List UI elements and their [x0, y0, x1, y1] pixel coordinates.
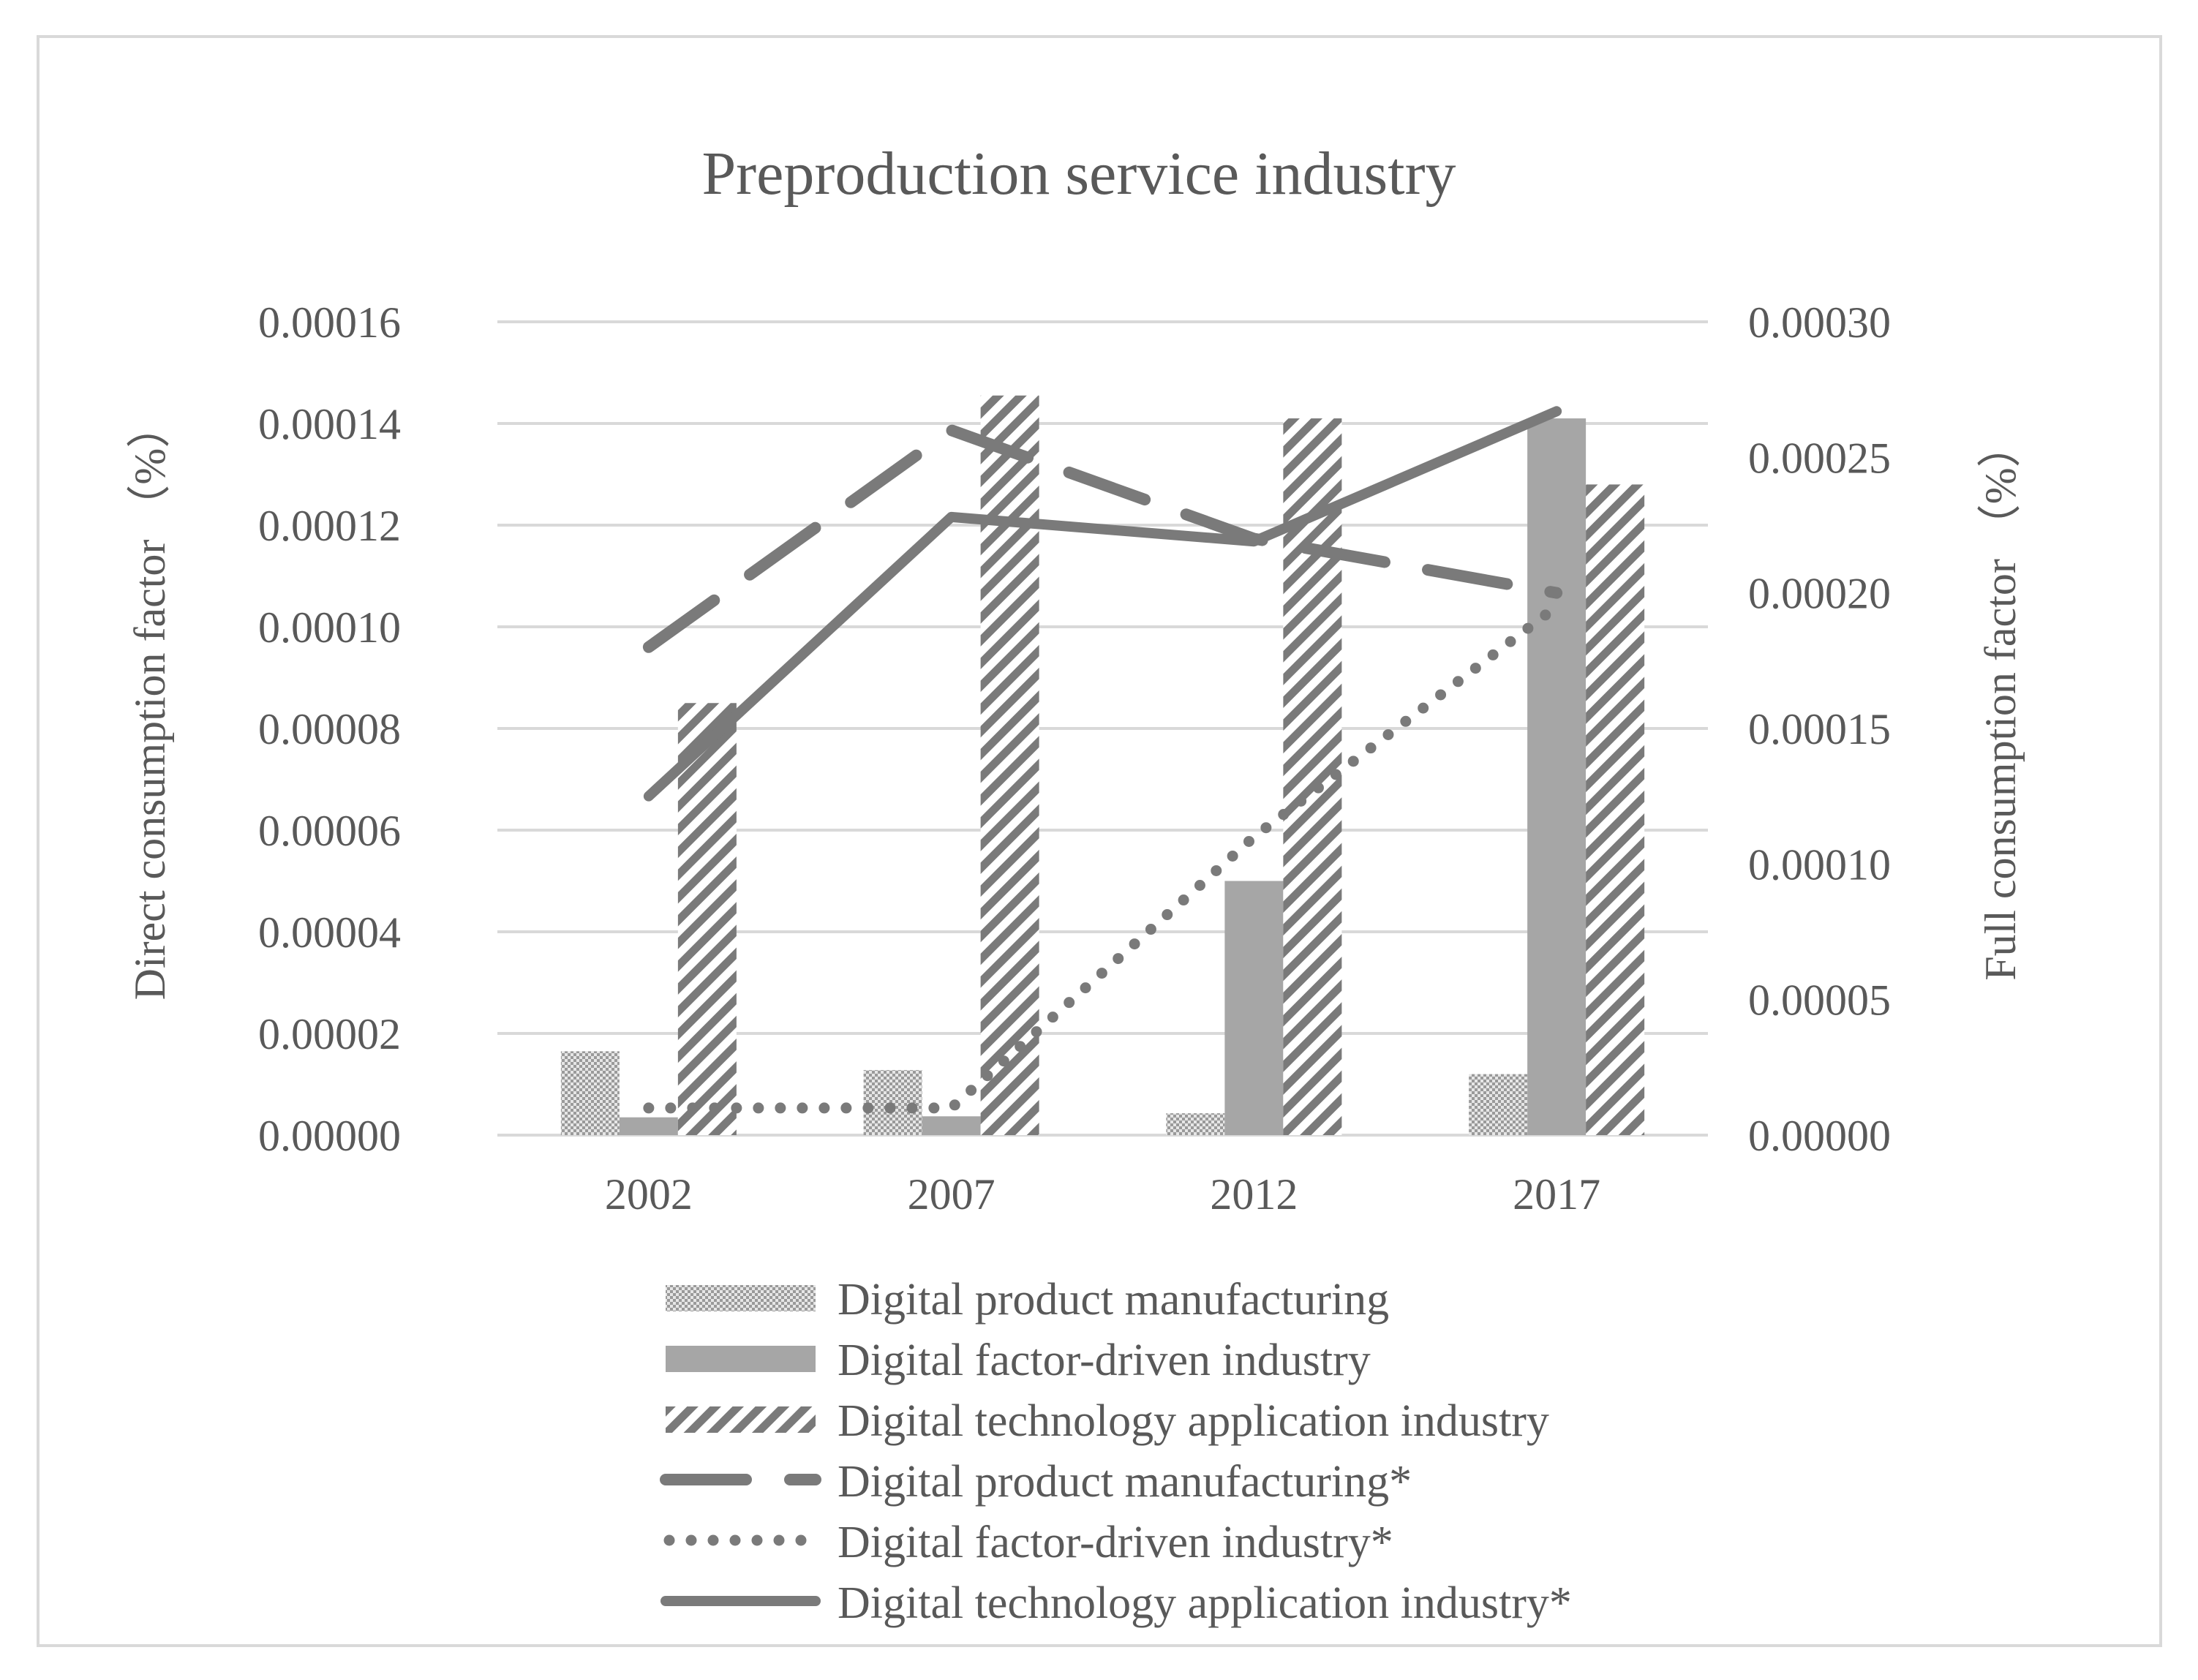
- x-axis-ticks: 2002 2007 2012 2017: [605, 1170, 1600, 1218]
- legend-label: Digital technology application industry: [838, 1396, 1549, 1446]
- legend-swatch-bar-1: [666, 1346, 816, 1372]
- legend-label: Digital product manufacturing: [838, 1275, 1389, 1325]
- right-tick-label: 0.00010: [1748, 840, 1891, 889]
- x-tick-label: 2007: [908, 1170, 996, 1218]
- right-tick-label: 0.00025: [1748, 434, 1891, 482]
- bar-1-2012: [1224, 881, 1284, 1135]
- legend-item: Digital factor-driven industry: [666, 1336, 1371, 1385]
- left-tick-label: 0.00006: [258, 807, 401, 855]
- right-tick-label: 0.00000: [1748, 1112, 1891, 1160]
- bar-2-2002: [677, 703, 737, 1135]
- left-tick-label: 0.00004: [258, 908, 401, 957]
- right-tick-label: 0.00005: [1748, 976, 1891, 1025]
- left-tick-label: 0.00016: [258, 298, 401, 347]
- left-tick-label: 0.00012: [258, 502, 401, 550]
- legend-swatch-bar-0: [666, 1285, 816, 1311]
- bar-1-2007: [922, 1116, 981, 1135]
- legend-label: Digital factor-driven industry: [838, 1336, 1371, 1385]
- chart-title: Preproduction service industry: [701, 140, 1456, 208]
- bar-1-2017: [1527, 418, 1587, 1135]
- x-tick-label: 2002: [605, 1170, 693, 1218]
- x-tick-label: 2017: [1513, 1170, 1600, 1218]
- left-tick-label: 0.00000: [258, 1112, 401, 1160]
- legend-label: Digital product manufacturing*: [838, 1457, 1412, 1507]
- bar-0-2007: [863, 1070, 922, 1135]
- legend-item: Digital product manufacturing*: [660, 1457, 1412, 1507]
- chart-frame: [37, 35, 2162, 1647]
- bar-0-2002: [560, 1051, 620, 1135]
- right-tick-label: 0.00030: [1748, 298, 1891, 347]
- bar-2-2017: [1586, 484, 1645, 1135]
- line-series-2: [643, 406, 1562, 802]
- lines: [642, 406, 1563, 1114]
- right-tick-label: 0.00015: [1748, 705, 1891, 753]
- line-series-0: [642, 423, 1563, 653]
- legend-item: Digital product manufacturing: [666, 1275, 1389, 1325]
- right-axis-ticks: 0.00000 0.00005 0.00010 0.00015 0.00020 0.000…: [1748, 298, 1891, 1160]
- x-tick-label: 2012: [1210, 1170, 1298, 1218]
- legend-swatch-bar-2: [666, 1406, 816, 1433]
- bar-0-2012: [1166, 1113, 1225, 1135]
- line-series-1: [643, 600, 1562, 1114]
- left-axis-label: Direct consumption factor （%）: [126, 404, 174, 1001]
- bar-2-2007: [980, 395, 1039, 1135]
- legend-item: Digital technology application industry*: [660, 1578, 1572, 1628]
- legend-label: Digital factor-driven industry*: [838, 1518, 1393, 1567]
- left-tick-label: 0.00010: [258, 603, 401, 652]
- legend-item: Digital technology application industry: [666, 1396, 1549, 1446]
- bar-1-2002: [619, 1117, 678, 1135]
- legend-item: Digital factor-driven industry*: [663, 1518, 1393, 1567]
- right-axis-label: Full consumption factor （%）: [1976, 423, 2025, 981]
- legend: Digital product manufacturing Digital fa…: [660, 1275, 1572, 1628]
- left-tick-label: 0.00008: [258, 705, 401, 753]
- left-axis-ticks: 0.00000 0.00002 0.00004 0.00006 0.00008 0.000…: [258, 298, 401, 1160]
- legend-label: Digital technology application industry*: [838, 1578, 1572, 1628]
- bar-0-2017: [1469, 1074, 1528, 1135]
- left-tick-label: 0.00002: [258, 1010, 401, 1058]
- right-tick-label: 0.00020: [1748, 570, 1891, 618]
- left-tick-label: 0.00014: [258, 400, 401, 448]
- bars: [560, 395, 1645, 1135]
